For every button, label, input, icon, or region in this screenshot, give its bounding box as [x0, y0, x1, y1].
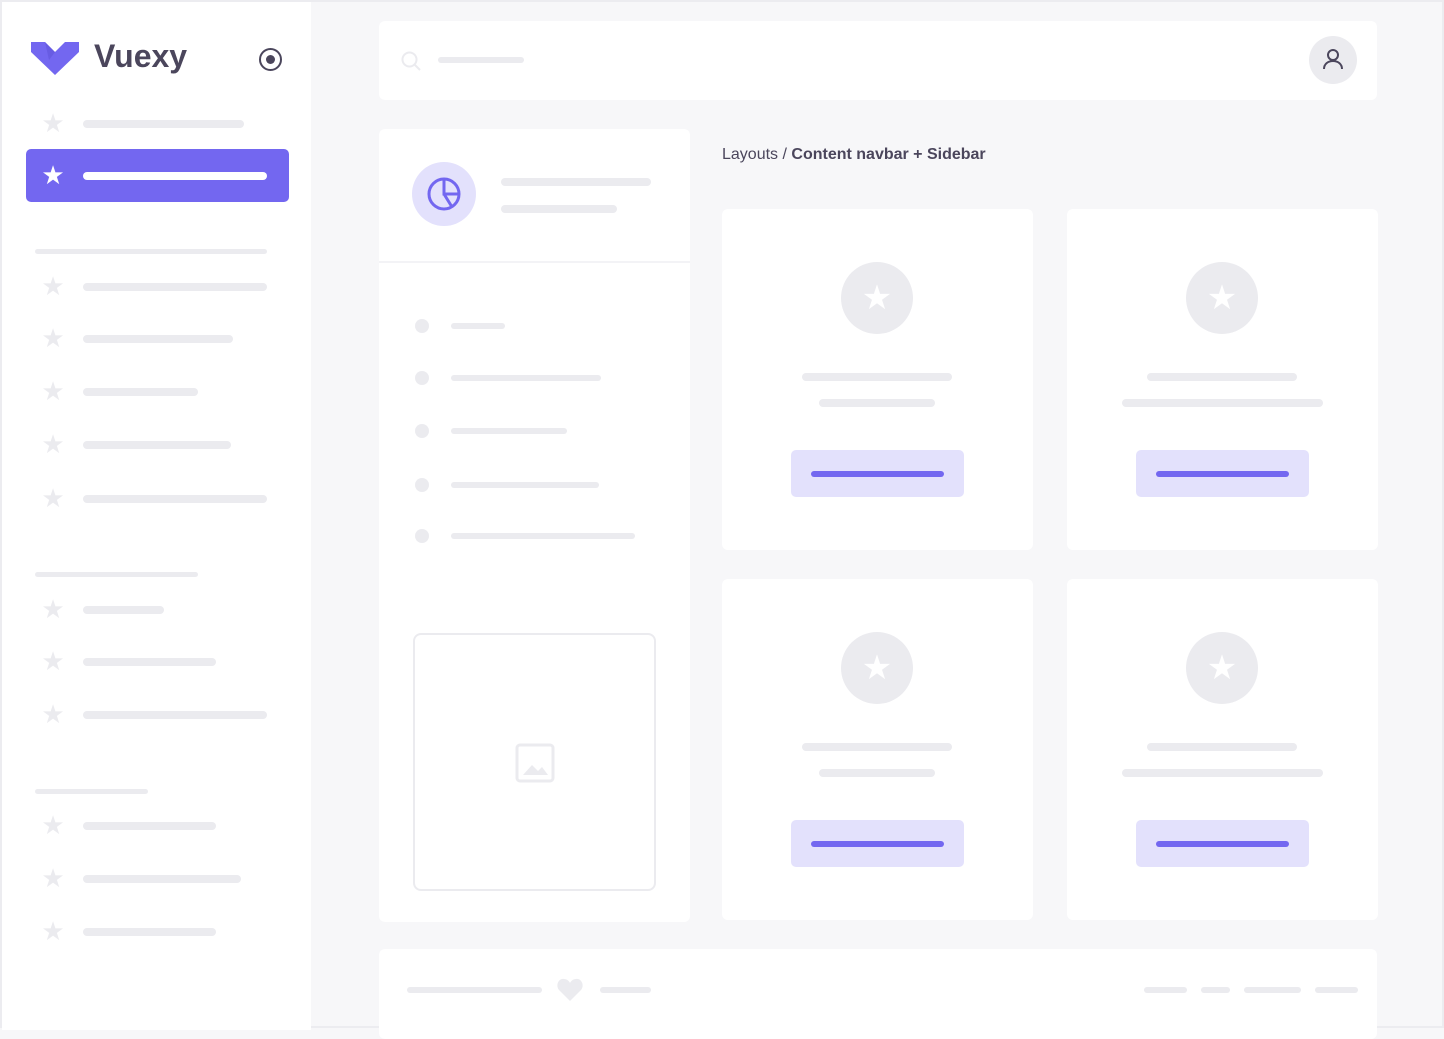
list-bullet: [415, 478, 429, 492]
image-placeholder: [413, 633, 656, 891]
card: ★: [1067, 209, 1378, 550]
card-title: [1147, 743, 1297, 751]
sidebar: Vuexy ★ ★ ★ ★ ★ ★ ★ ★ ★ ★ ★ ★ ★: [2, 2, 311, 1030]
star-icon: ★: [41, 429, 65, 459]
card-button[interactable]: [1136, 820, 1309, 867]
star-icon: ★: [41, 810, 65, 840]
image-icon: [515, 743, 555, 783]
footer-link[interactable]: [1201, 987, 1230, 993]
sidebar-section-header: [35, 249, 267, 254]
breadcrumb-separator: /: [778, 146, 792, 163]
breadcrumb-parent[interactable]: Layouts: [722, 146, 779, 163]
card-button[interactable]: [1136, 450, 1309, 497]
star-icon: ★: [841, 632, 913, 704]
footer-link[interactable]: [1315, 987, 1358, 993]
footer-link[interactable]: [1244, 987, 1301, 993]
card-button-label: [1156, 841, 1289, 847]
star-icon: ★: [41, 646, 65, 676]
card-subtitle: [819, 769, 935, 777]
star-icon: ★: [1186, 262, 1258, 334]
card-button[interactable]: [791, 450, 964, 497]
star-icon: ★: [41, 594, 65, 624]
star-icon: ★: [1186, 632, 1258, 704]
card-subtitle: [819, 399, 935, 407]
pie-chart-icon: [427, 177, 461, 211]
star-icon: ★: [41, 108, 65, 138]
list-bullet: [415, 529, 429, 543]
list-bullet: [415, 424, 429, 438]
side-panel: [379, 129, 690, 922]
card: ★: [722, 209, 1033, 550]
star-icon: ★: [41, 699, 65, 729]
divider: [379, 261, 690, 263]
star-icon: ★: [41, 376, 65, 406]
sidebar-item[interactable]: [83, 120, 244, 128]
user-icon: [1323, 49, 1343, 70]
footer-link[interactable]: [1144, 987, 1187, 993]
sidebar-section-header: [35, 572, 198, 577]
card-button-label: [1156, 471, 1289, 477]
list-item[interactable]: [451, 375, 601, 381]
sidebar-item[interactable]: [83, 875, 241, 883]
search-input[interactable]: [438, 57, 524, 63]
card-subtitle: [1121, 769, 1323, 777]
search-icon[interactable]: [401, 51, 421, 71]
list-item[interactable]: [451, 533, 635, 539]
card-button[interactable]: [791, 820, 964, 867]
breadcrumb: Layouts / Content navbar + Sidebar: [722, 146, 986, 164]
star-icon: ★: [41, 483, 65, 513]
card-title: [1147, 373, 1297, 381]
avatar[interactable]: [1309, 36, 1357, 84]
card-button-label: [811, 841, 944, 847]
sidebar-item[interactable]: [83, 606, 164, 614]
sidebar-item[interactable]: [83, 928, 216, 936]
heart-icon: [557, 978, 583, 1001]
card-title: [802, 743, 952, 751]
sidebar-item[interactable]: [83, 283, 267, 291]
breadcrumb-current: Content navbar + Sidebar: [791, 146, 986, 163]
card: ★: [1067, 579, 1378, 920]
sidebar-item[interactable]: [83, 388, 198, 396]
card-title: [802, 373, 952, 381]
star-icon: ★: [41, 160, 65, 190]
star-icon: ★: [41, 916, 65, 946]
sidebar-item[interactable]: [83, 172, 267, 180]
sidebar-item[interactable]: [83, 441, 231, 449]
list-item[interactable]: [451, 482, 599, 488]
card: ★: [722, 579, 1033, 920]
sidebar-section-header: [35, 789, 148, 794]
footer: [379, 949, 1377, 1039]
sidebar-item[interactable]: [83, 658, 216, 666]
star-icon: ★: [841, 262, 913, 334]
star-icon: ★: [41, 323, 65, 353]
list-item[interactable]: [451, 428, 567, 434]
list-item[interactable]: [451, 323, 505, 329]
radio-circle-icon[interactable]: [258, 47, 283, 72]
navbar: [379, 21, 1377, 100]
card-subtitle: [1121, 399, 1323, 407]
list-bullet: [415, 319, 429, 333]
list-bullet: [415, 371, 429, 385]
star-icon: ★: [41, 863, 65, 893]
brand-name: Vuexy: [94, 38, 188, 74]
sidebar-item[interactable]: [83, 495, 267, 503]
vuexy-logo-icon: [31, 42, 79, 75]
chart-avatar: [412, 162, 476, 226]
card-button-label: [811, 471, 944, 477]
sidebar-item[interactable]: [83, 711, 267, 719]
sidebar-item[interactable]: [83, 822, 216, 830]
sidebar-item[interactable]: [83, 335, 233, 343]
star-icon: ★: [41, 271, 65, 301]
